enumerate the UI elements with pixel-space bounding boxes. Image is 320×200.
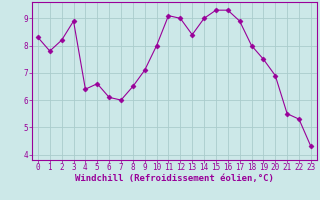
X-axis label: Windchill (Refroidissement éolien,°C): Windchill (Refroidissement éolien,°C): [75, 174, 274, 183]
